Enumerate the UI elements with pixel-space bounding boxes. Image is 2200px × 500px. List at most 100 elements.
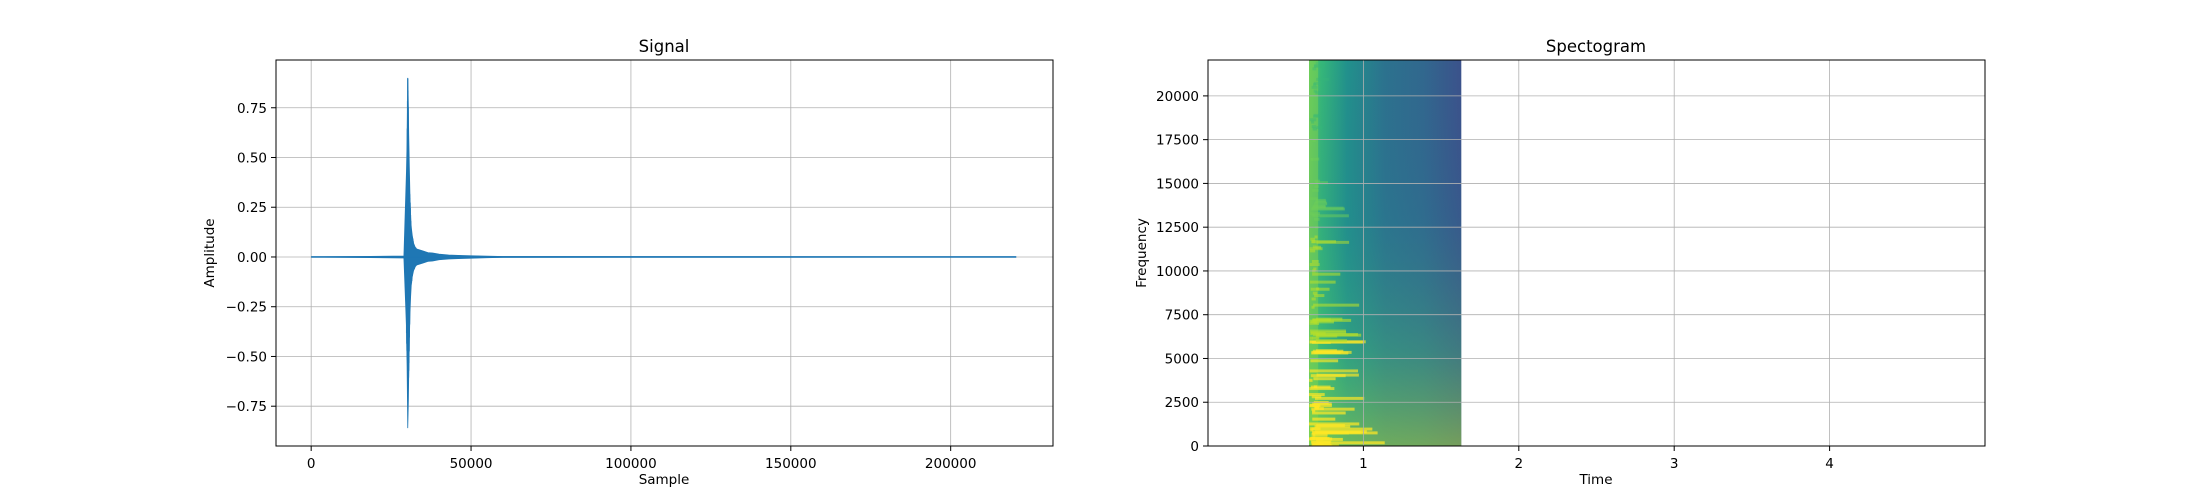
spectrogram-energy-streak <box>1310 331 1347 335</box>
spectrogram-energy-streak <box>1311 206 1344 210</box>
x-tick-label: 4 <box>1825 456 1834 472</box>
spectrogram-energy-streak <box>1316 441 1385 445</box>
spectrogram-energy-streak <box>1311 213 1315 217</box>
spectrogram-energy-streak <box>1309 321 1320 325</box>
spectrogram-energy-streak <box>1314 294 1325 298</box>
spectrogram-energy-streak <box>1309 262 1320 266</box>
spectrogram-energy-streak <box>1310 280 1336 284</box>
spectrogram-energy-streak <box>1312 245 1317 249</box>
y-tick-label: 0.75 <box>237 101 267 117</box>
signal-grid <box>276 60 1053 446</box>
spectrogram-y-ticks: 0 2500 5000 7500 10000 12500 15000 17500 20000 <box>1156 89 1208 455</box>
spectrogram-energy-streak <box>1313 217 1320 221</box>
y-tick-label: −0.75 <box>226 399 267 415</box>
spectrogram-energy-streak <box>1316 181 1328 185</box>
spectrogram-x-ticks: 1 2 3 4 <box>1359 446 1834 472</box>
spectrogram-energy-streak <box>1310 157 1314 161</box>
spectrogram-energy-streak <box>1309 336 1313 340</box>
y-tick-label: 12500 <box>1156 220 1199 236</box>
spectrogram-energy-streak <box>1310 427 1321 431</box>
spectrogram-energy-streak <box>1311 85 1318 89</box>
spectrogram-energy-streak <box>1312 404 1332 408</box>
spectrogram-chart: Spectogram 1 2 3 4 0 2500 5000 7500 10000 12500 1… <box>1134 37 1986 488</box>
spectrogram-energy-streak <box>1313 64 1326 68</box>
spectrogram-energy-streak <box>1309 118 1317 122</box>
y-tick-label: −0.50 <box>226 349 267 365</box>
signal-waveform-line <box>405 78 504 378</box>
spectrogram-energy-streak <box>1309 393 1325 397</box>
spectrogram-energy-streak <box>1312 417 1336 421</box>
y-tick-label: 10000 <box>1156 264 1199 280</box>
spectrogram-onset-band <box>1309 60 1319 446</box>
spectrogram-energy-streak <box>1316 198 1326 202</box>
spectrogram-energy-streak <box>1314 235 1318 239</box>
spectrogram-energy-streak <box>1312 409 1316 413</box>
y-tick-label: 0.00 <box>237 250 267 266</box>
spectrogram-energy-streak <box>1314 179 1320 183</box>
spectrogram-energy-streak <box>1313 204 1326 208</box>
signal-chart: Signal 0 50000 100000 150000 200000 0.75 0.50… <box>202 37 1054 488</box>
spectrogram-energy-streak <box>1315 200 1327 204</box>
spectrogram-energy-streak <box>1311 407 1355 411</box>
x-tick-label: 0 <box>307 456 316 472</box>
spectrogram-energy-streak <box>1313 89 1318 93</box>
spectrogram-energy-streak <box>1316 287 1320 291</box>
spectrogram-energy-streak <box>1312 336 1320 340</box>
spectrogram-plot-area <box>1309 60 1462 446</box>
spectrogram-energy-streak <box>1311 188 1319 192</box>
spectrogram-energy-streak <box>1312 433 1328 437</box>
spectrogram-energy-streak <box>1313 303 1360 307</box>
spectrogram-energy-streak <box>1312 318 1331 322</box>
spectrogram-energy-streak <box>1312 272 1341 276</box>
y-tick-label: 15000 <box>1156 176 1199 192</box>
spectrogram-energy-streak <box>1314 185 1319 189</box>
spectrogram-energy-streak <box>1309 212 1320 216</box>
y-tick-label: 0 <box>1190 439 1199 455</box>
spectrogram-energy-streak <box>1315 339 1347 343</box>
spectrogram-energy-streak <box>1309 422 1360 426</box>
spectrogram-energy-streak <box>1313 214 1349 218</box>
y-tick-label: 0.25 <box>237 200 267 216</box>
spectrogram-energy-streak <box>1309 378 1313 382</box>
spectrogram-axes-frame <box>1207 59 1986 447</box>
signal-title: Signal <box>639 37 690 56</box>
spectrogram-energy-streak <box>1311 427 1373 431</box>
signal-axes-frame <box>275 59 1054 447</box>
spectrogram-energy-streak <box>1315 61 1325 65</box>
signal-x-label: Sample <box>639 472 690 488</box>
spectrogram-energy-streak <box>1316 424 1345 428</box>
spectrogram-energy-streak <box>1316 125 1323 129</box>
y-tick-label: 2500 <box>1165 395 1199 411</box>
spectrogram-energy-streak <box>1312 67 1317 71</box>
x-tick-label: 200000 <box>925 456 977 472</box>
spectrogram-energy-streak <box>1311 436 1316 440</box>
spectrogram-title: Spectogram <box>1546 37 1646 56</box>
spectrogram-energy-streak <box>1310 237 1315 241</box>
spectrogram-energy-streak <box>1313 377 1336 381</box>
spectrogram-energy-streak <box>1314 64 1318 68</box>
spectrogram-energy-streak <box>1315 157 1320 161</box>
x-tick-label: 2 <box>1515 456 1524 472</box>
spectrogram-x-label: Time <box>1578 472 1612 488</box>
spectrogram-energy-streak <box>1312 291 1318 295</box>
spectrogram-energy-streak <box>1311 125 1317 129</box>
spectrogram-energy-streak <box>1312 127 1317 131</box>
spectrogram-y-label: Frequency <box>1134 218 1150 288</box>
y-tick-label: 20000 <box>1156 89 1199 105</box>
signal-plot-area <box>311 77 1017 429</box>
x-tick-label: 50000 <box>450 456 493 472</box>
x-tick-label: 100000 <box>605 456 657 472</box>
spectrogram-energy-streak <box>1312 411 1346 415</box>
spectrogram-energy-streak <box>1309 329 1346 333</box>
spectrogram-energy-streak <box>1309 369 1359 373</box>
signal-y-label: Amplitude <box>202 218 218 287</box>
spectrogram-energy-streak <box>1311 350 1352 354</box>
spectrogram-energy-streak <box>1313 333 1359 337</box>
y-tick-label: 17500 <box>1156 133 1199 149</box>
spectrogram-energy-streak <box>1311 297 1316 301</box>
spectrogram-energy-streak <box>1311 305 1315 309</box>
spectrogram-energy-streak <box>1313 114 1320 118</box>
spectrogram-energy-streak <box>1315 443 1332 446</box>
spectrogram-energy-streak <box>1310 287 1330 291</box>
